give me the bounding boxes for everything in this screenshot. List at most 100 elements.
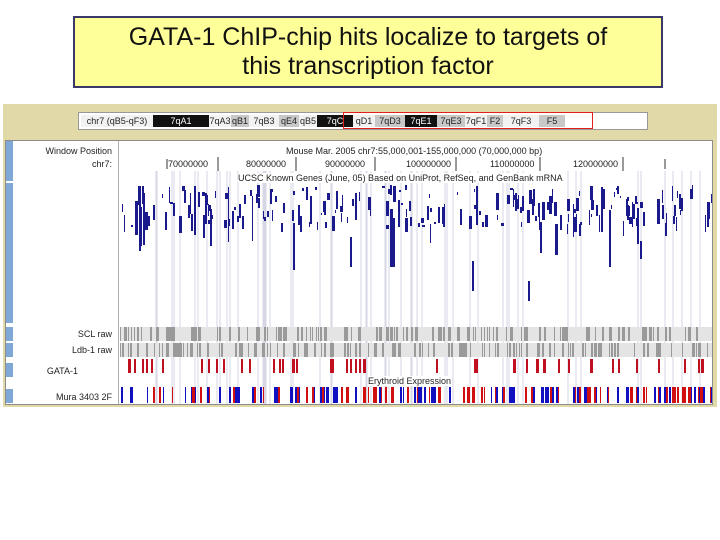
ideogram-band[interactable]: 7qC	[317, 115, 353, 127]
gene-mark	[153, 205, 155, 220]
ideogram-band[interactable]: F2	[487, 115, 503, 127]
track-control-button-gata1[interactable]	[6, 363, 13, 377]
chip-signal-bar	[671, 343, 672, 357]
chip-signal-bar	[443, 327, 445, 341]
chip-signal-bar	[166, 327, 168, 341]
ideogram-band[interactable]: qB5	[299, 115, 317, 127]
chip-signal-bar	[172, 327, 173, 341]
chip-signal-bar	[598, 343, 600, 357]
chip-signal-bar	[611, 343, 613, 357]
chip-signal-bar	[544, 327, 546, 341]
gene-mark	[528, 281, 530, 301]
ideogram-band[interactable]: qE4	[279, 115, 299, 127]
gene-mark	[391, 222, 393, 225]
ideogram-band[interactable]: 7qF1	[465, 115, 487, 127]
gene-mark	[590, 186, 593, 200]
expression-bar	[664, 387, 666, 403]
chip-signal-bar	[433, 343, 435, 357]
ideogram-band[interactable]: 7qB3	[249, 115, 279, 127]
expression-bar	[525, 387, 527, 403]
expression-bar	[491, 387, 492, 403]
ideogram-band[interactable]: 7qE3	[437, 115, 465, 127]
expression-bar	[594, 387, 596, 403]
expression-bar	[393, 387, 394, 403]
ideogram-band[interactable]: 7qE1	[405, 115, 437, 127]
chip-signal-bar	[169, 327, 170, 341]
gene-mark	[283, 203, 285, 213]
ideogram-band[interactable]: qD1	[353, 115, 375, 127]
chip-signal-bar	[428, 343, 429, 357]
ideogram-band[interactable]: 7qA1	[153, 115, 209, 127]
chip-signal-bar	[651, 327, 652, 341]
ideogram-position-highlight	[343, 112, 593, 129]
gene-mark	[184, 190, 186, 203]
chip-signal-bar	[562, 343, 564, 357]
ideogram-band[interactable]: 7qD3	[375, 115, 405, 127]
gene-mark	[662, 190, 663, 203]
ideogram-band[interactable]: qB1	[231, 115, 249, 127]
expression-bar	[467, 387, 470, 403]
chip-signal-bar	[614, 343, 616, 357]
ruler-tick-label: 70000000	[168, 159, 209, 169]
gene-mark	[574, 217, 577, 232]
ideogram-band[interactable]: 7qF3	[503, 115, 539, 127]
chip-signal-bar	[320, 327, 322, 341]
chip-signal-bar	[707, 343, 708, 357]
expression-bar	[481, 387, 483, 403]
expression-bar	[295, 387, 297, 403]
chip-signal-bar	[417, 327, 418, 341]
chip-signal-bar	[595, 343, 597, 357]
expression-bar	[484, 387, 485, 403]
expression-bar	[277, 387, 278, 403]
track-control-button-ldb1[interactable]	[6, 343, 13, 357]
chip-signal-bar	[506, 327, 507, 341]
chip-signal-bar	[554, 327, 555, 341]
chip-signal-bar	[344, 343, 345, 357]
chip-signal-bar	[463, 343, 465, 357]
gene-mark	[609, 210, 611, 267]
track-control-button-scl[interactable]	[6, 327, 13, 341]
expression-bar	[513, 387, 515, 403]
expression-bar	[420, 387, 422, 403]
track-control-button-genes[interactable]	[6, 183, 13, 323]
expression-bar	[278, 387, 280, 403]
chip-signal-bar	[262, 343, 264, 357]
chip-signal-bar	[168, 327, 169, 341]
expression-bar	[219, 387, 221, 403]
expression-bar	[496, 387, 498, 403]
track-control-button-position[interactable]	[6, 141, 13, 181]
chip-signal-bar	[166, 343, 168, 357]
ideogram-band[interactable]: 7qA3	[209, 115, 231, 127]
track-control-button-mura[interactable]	[6, 389, 13, 403]
gata1-hit	[350, 359, 352, 373]
chip-signal-bar	[624, 327, 625, 341]
expression-bar	[672, 387, 674, 403]
gene-mark	[601, 187, 603, 232]
gene-mark	[474, 205, 476, 209]
gene-mark	[148, 216, 150, 226]
chip-signal-bar	[653, 327, 654, 341]
expression-bar	[677, 387, 679, 403]
gene-mark	[179, 216, 182, 233]
chromosome-ideogram[interactable]: chr7 (qB5-qF3) 7qA1 7qA3 qB1 7qB3 qE4 qB5 7qC qD…	[78, 112, 648, 130]
gata1-hit	[249, 359, 251, 373]
chip-signal-bar	[207, 343, 208, 357]
chip-signal-bar	[324, 327, 325, 341]
chip-signal-bar	[659, 343, 661, 357]
chip-signal-bar	[306, 327, 307, 341]
ideogram-band[interactable]: chr7 (qB5-qF3)	[81, 115, 153, 127]
gene-mark	[497, 215, 498, 220]
chip-signal-bar	[180, 343, 181, 357]
gene-mark	[643, 212, 645, 226]
gata1-hit	[618, 359, 620, 373]
chip-signal-bar	[120, 343, 121, 357]
track-data-area[interactable]: Mouse Mar. 2005 chr7:55,000,001-155,000,…	[120, 141, 712, 404]
gene-mark	[321, 213, 322, 215]
gene-mark	[138, 196, 141, 205]
ruler-tick-label: 100000000	[406, 159, 452, 169]
chip-signal-bar	[657, 343, 659, 357]
chip-signal-bar	[156, 327, 158, 341]
window-position-label: Window Position	[45, 146, 112, 156]
ideogram-band[interactable]: F5	[539, 115, 565, 127]
expression-bar	[391, 387, 393, 403]
